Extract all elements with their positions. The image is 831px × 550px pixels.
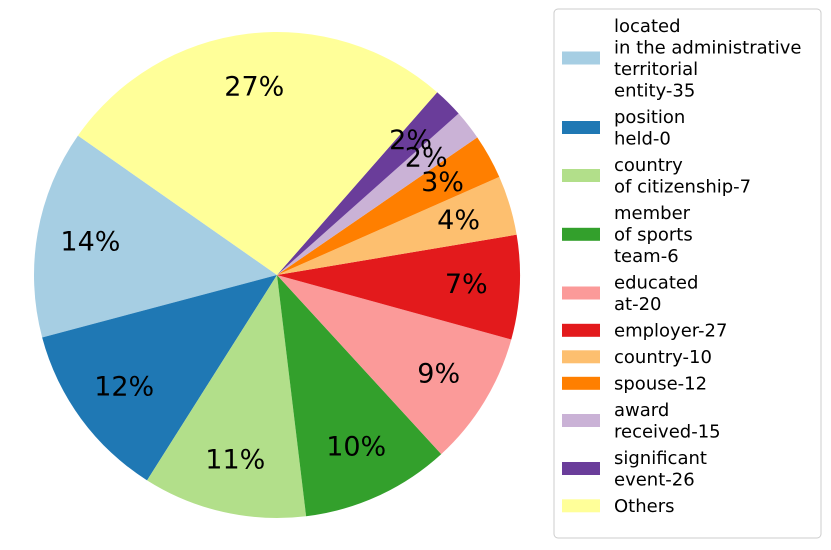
legend-swatch bbox=[562, 462, 600, 475]
legend-entry: position held-0 bbox=[562, 107, 685, 150]
percent-label: 7% bbox=[445, 269, 488, 300]
legend-frame bbox=[553, 8, 822, 539]
legend-swatch bbox=[562, 323, 600, 337]
legend-label: award received-15 bbox=[614, 400, 721, 443]
legend-swatch bbox=[562, 227, 600, 241]
legend-entry: spouse-12 bbox=[562, 373, 707, 394]
legend-swatch bbox=[562, 414, 600, 427]
percent-label: 3% bbox=[421, 167, 464, 198]
percent-label: 14% bbox=[60, 226, 120, 257]
pie-slice bbox=[277, 275, 512, 455]
legend-label: country of citizenship-7 bbox=[614, 155, 751, 198]
legend-swatch bbox=[562, 499, 600, 513]
legend-entry: significant event-26 bbox=[562, 448, 707, 491]
pie-slice bbox=[277, 92, 459, 276]
legend-label: Others bbox=[614, 496, 675, 517]
percent-label: 2% bbox=[405, 143, 448, 174]
pie-slice bbox=[42, 275, 277, 481]
legend-swatch bbox=[562, 286, 600, 300]
legend-label: spouse-12 bbox=[614, 373, 707, 394]
percent-label: 2% bbox=[389, 125, 432, 156]
legend-entry: Others bbox=[562, 496, 675, 517]
legend-swatch bbox=[562, 121, 600, 134]
legend-swatch bbox=[562, 169, 600, 182]
legend-entries: located in the administrative territorial e… bbox=[562, 16, 801, 517]
legend-label: country-10 bbox=[614, 347, 712, 368]
percent-labels: 14%12%11% 10%9%7%4%3%2%2%27% bbox=[60, 71, 487, 475]
legend-entry: country-10 bbox=[562, 347, 712, 368]
percent-label: 4% bbox=[437, 205, 480, 236]
legend-swatch bbox=[562, 376, 600, 390]
pie-slice bbox=[277, 137, 500, 275]
percent-label: 10% bbox=[326, 432, 386, 463]
legend-label: educated at-20 bbox=[614, 272, 698, 315]
legend-entry: country of citizenship-7 bbox=[562, 155, 751, 198]
percent-label: 11% bbox=[205, 444, 265, 475]
legend-entry: educated at-20 bbox=[562, 272, 698, 315]
legend-label: employer-27 bbox=[614, 320, 727, 341]
percent-label: 9% bbox=[417, 358, 460, 389]
legend-label: position held-0 bbox=[614, 107, 685, 150]
pie-slice bbox=[77, 32, 438, 275]
legend-entry: member of sports team-6 bbox=[562, 203, 693, 267]
legend-swatch bbox=[562, 51, 600, 65]
pie-slices bbox=[33, 32, 520, 518]
pie-slice bbox=[147, 275, 307, 518]
pie-slice bbox=[277, 176, 517, 275]
percent-label: 12% bbox=[94, 372, 154, 403]
legend-label: member of sports team-6 bbox=[614, 203, 693, 267]
legend: located in the administrative territorial e… bbox=[553, 8, 822, 539]
percent-label: 27% bbox=[224, 71, 284, 102]
pie-slice bbox=[277, 113, 478, 275]
pie-slice bbox=[277, 234, 520, 340]
legend-entry: award received-15 bbox=[562, 400, 721, 443]
legend-entry: located in the administrative territorial e… bbox=[562, 16, 801, 102]
pie-slice bbox=[33, 135, 278, 338]
legend-swatch bbox=[562, 350, 600, 364]
legend-label: located in the administrative territorial e… bbox=[614, 16, 801, 102]
pie-slice bbox=[277, 275, 442, 517]
legend-entry: employer-27 bbox=[562, 320, 727, 341]
legend-label: significant event-26 bbox=[614, 448, 707, 491]
